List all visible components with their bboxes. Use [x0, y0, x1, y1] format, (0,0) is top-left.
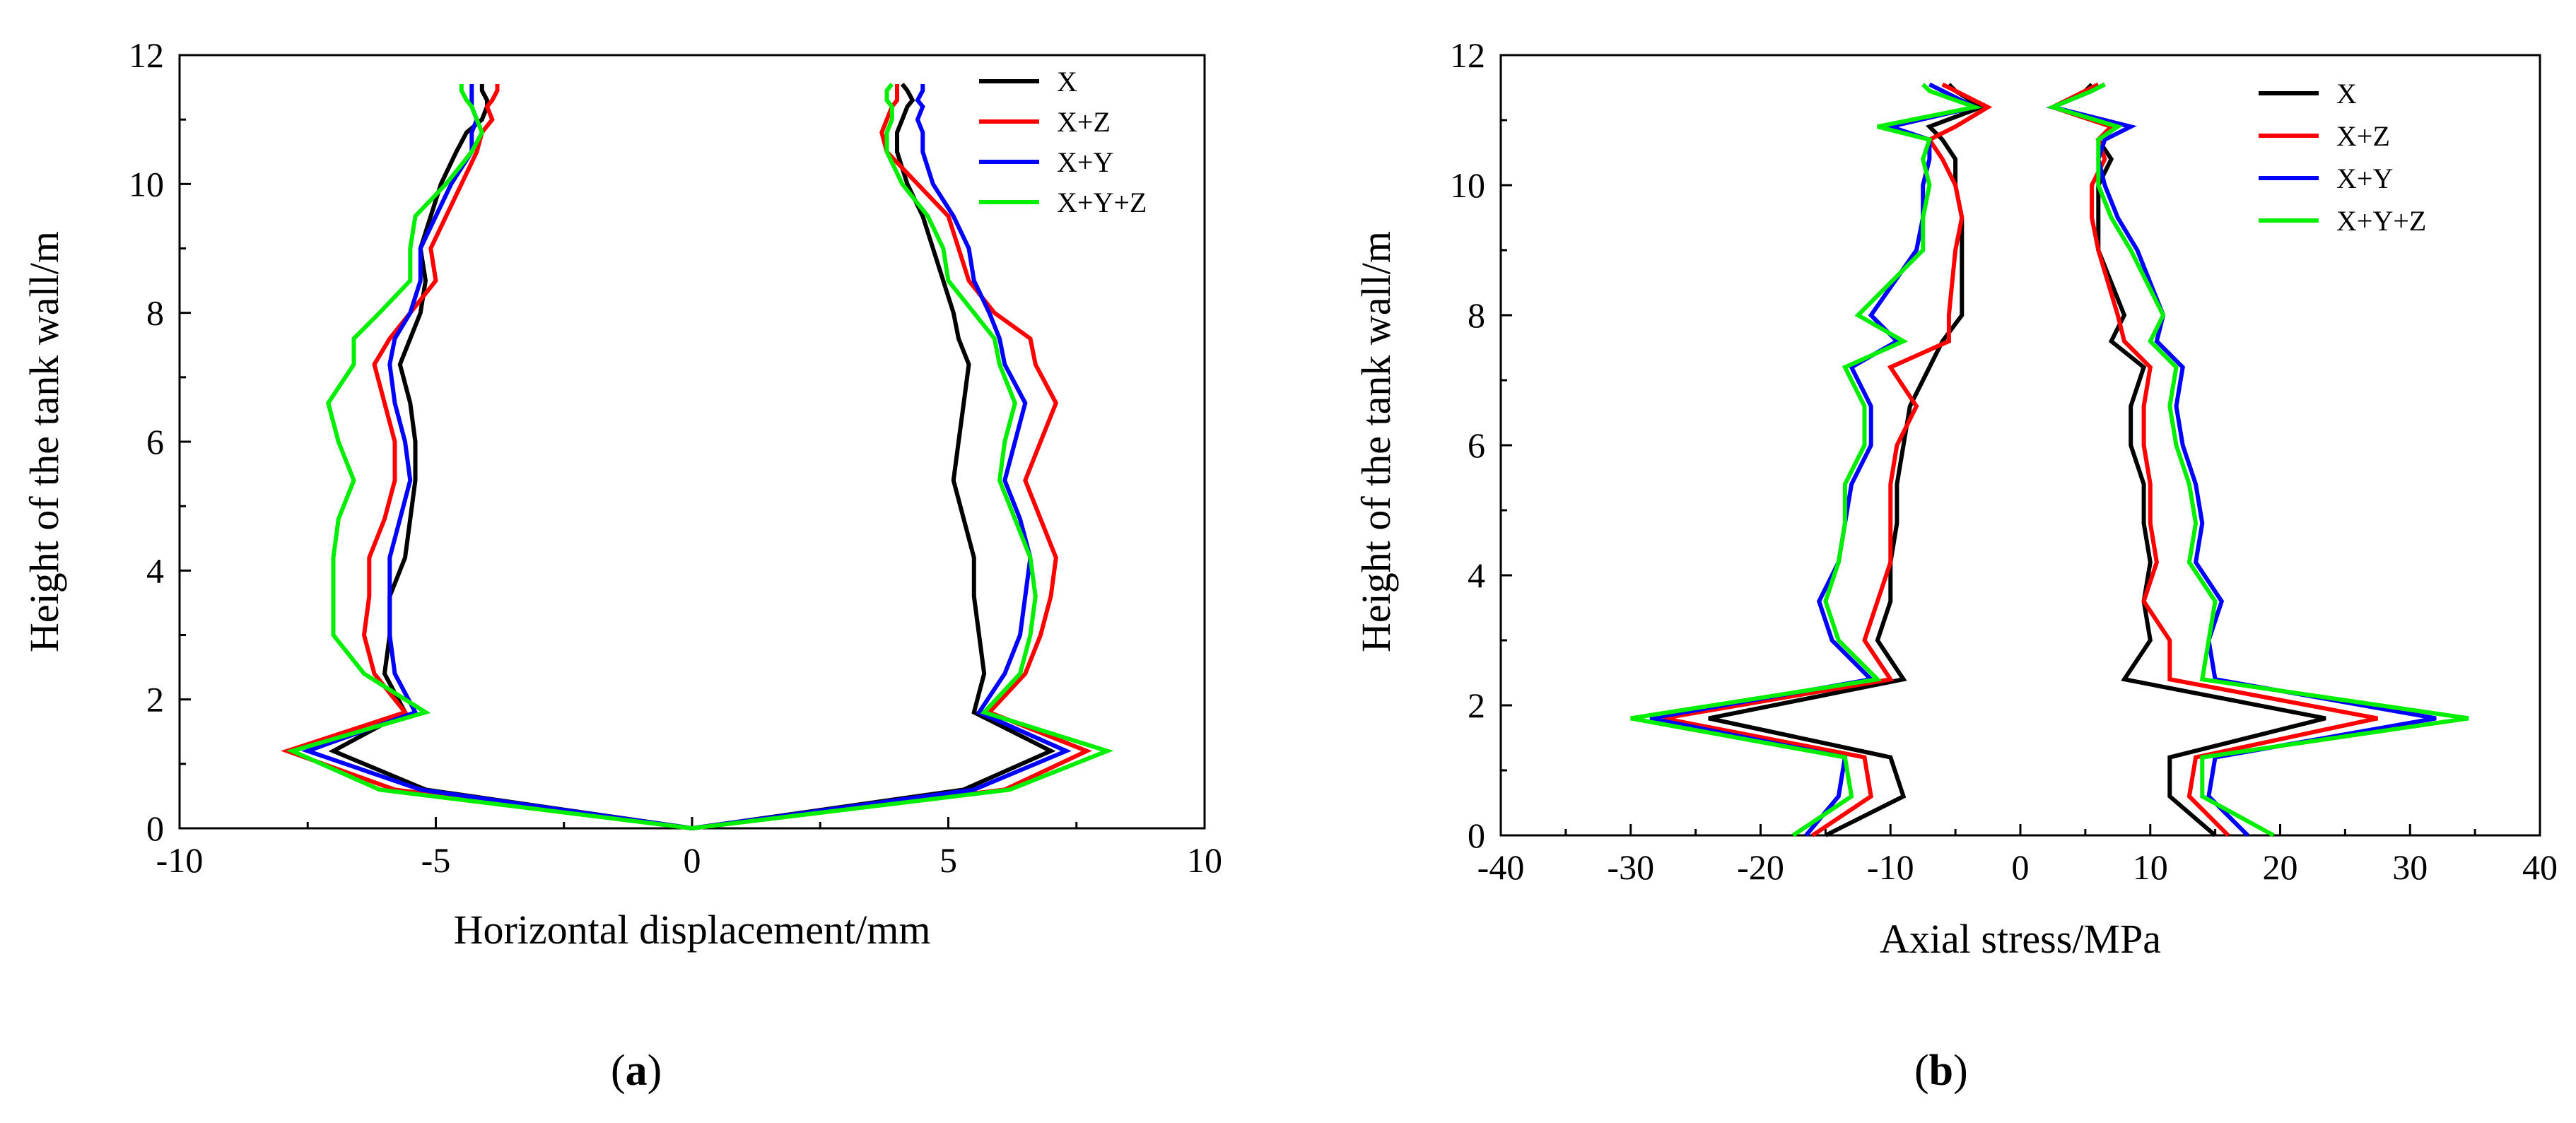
- series-line-x-plus-y-plus-z-right: [691, 83, 1114, 830]
- y-tick-label: 2: [146, 680, 164, 719]
- x-tick-label: -10: [156, 840, 204, 880]
- x-tick-label: 5: [939, 840, 957, 880]
- y-tick-label: 12: [129, 35, 164, 75]
- series-line-x-plus-z-left: [281, 84, 693, 830]
- legend-label-x-plus-y: X+Y: [1057, 146, 1113, 178]
- panel-b-ylabel: Height of the tank wall/m: [1353, 231, 1399, 652]
- y-tick-label: 10: [129, 164, 164, 204]
- y-tick-label: 10: [1450, 165, 1485, 205]
- legend-label-x-plus-z: X+Z: [1057, 106, 1111, 138]
- series-line-x-right: [691, 83, 1056, 830]
- y-tick-label: 4: [146, 551, 164, 590]
- panel-a-tick-labels: -10 -5 0 5 10 0 2 4 6 8 10 12: [129, 35, 1222, 880]
- x-tick-label: 0: [2012, 847, 2030, 887]
- x-tick-label: 0: [684, 840, 701, 880]
- legend-label-x-plus-y-plus-z: X+Y+Z: [2336, 205, 2426, 237]
- y-tick-label: 0: [146, 809, 164, 848]
- x-tick-label: 30: [2392, 847, 2428, 887]
- y-tick-label: 2: [1468, 686, 1485, 725]
- panel-b-ticks: [1499, 54, 2541, 837]
- panel-b-series-lines: [1630, 82, 2469, 837]
- legend-label-x: X: [1057, 66, 1077, 98]
- series-line-x-plus-y-plus-z-right: [2046, 82, 2469, 837]
- x-tick-label: 10: [2133, 847, 2168, 887]
- x-tick-label: 10: [1187, 840, 1222, 880]
- panel-b-label-letter: b: [1929, 1047, 1953, 1095]
- legend-label-x-plus-y-plus-z: X+Y+Z: [1057, 187, 1147, 218]
- series-line-x-plus-z-right: [691, 84, 1092, 830]
- panel-a: -10 -5 0 5 10 0 2 4 6 8 10 12 X X+Z X+Y X+Y+Z Horizont…: [21, 35, 1222, 1095]
- panel-a-legend: X X+Z X+Y X+Y+Z: [979, 66, 1147, 218]
- y-tick-label: 8: [146, 293, 164, 333]
- series-line-x-plus-z-left: [1663, 82, 1993, 837]
- x-tick-label: -40: [1477, 847, 1525, 887]
- x-tick-label: 20: [2263, 847, 2298, 887]
- y-tick-label: 8: [1468, 295, 1485, 335]
- panel-a-series-lines: [281, 83, 1114, 830]
- series-line-x-plus-y-left: [301, 84, 693, 830]
- legend-label-x-plus-z: X+Z: [2336, 120, 2390, 152]
- x-tick-label: -10: [1867, 847, 1914, 887]
- x-tick-label: -30: [1607, 847, 1654, 887]
- panel-b-legend: X X+Z X+Y X+Y+Z: [2259, 78, 2426, 237]
- series-line-x-plus-y-plus-z-left: [286, 84, 693, 830]
- panel-b-xlabel: Axial stress/MPa: [1880, 916, 2161, 962]
- series-line-x-left: [1708, 83, 1986, 837]
- panel-b: -40 -30 -20 -10 0 10 20 30 40 0 2 4 6 8 10 12 X X+Z X+Y X+…: [1353, 35, 2558, 1095]
- panel-a-ylabel: Height of the tank wall/m: [21, 231, 67, 652]
- x-tick-label: -5: [421, 840, 451, 880]
- y-tick-label: 6: [146, 422, 164, 461]
- panel-a-label: (a): [611, 1047, 662, 1095]
- series-line-x-plus-y-plus-z-left: [1630, 83, 1983, 837]
- legend-label-x-plus-y: X+Y: [2336, 163, 2393, 194]
- y-tick-label: 6: [1468, 425, 1485, 465]
- panel-a-label-letter: a: [626, 1047, 648, 1095]
- panel-b-label: (b): [1914, 1047, 1968, 1095]
- y-tick-label: 0: [1468, 816, 1485, 855]
- y-tick-label: 12: [1450, 35, 1485, 75]
- series-line-x-plus-y-right: [691, 84, 1072, 830]
- panel-b-tick-labels: -40 -30 -20 -10 0 10 20 30 40 0 2 4 6 8 10 12: [1450, 35, 2558, 887]
- x-tick-label: -20: [1737, 847, 1784, 887]
- x-tick-label: 40: [2522, 847, 2558, 887]
- panel-a-plot-frame: [178, 54, 1206, 830]
- y-tick-label: 4: [1468, 555, 1485, 595]
- series-line-x-plus-y-right: [2046, 82, 2437, 837]
- panel-a-ticks: [178, 54, 1206, 830]
- panel-a-xlabel: Horizontal displacement/mm: [454, 907, 931, 953]
- legend-label-x: X: [2336, 78, 2357, 110]
